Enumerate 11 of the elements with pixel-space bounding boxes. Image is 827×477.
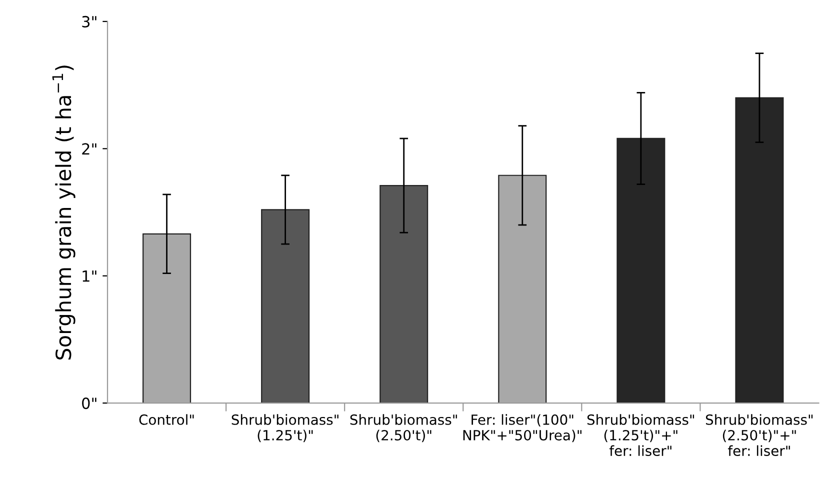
x-tick-label: Shrub'biomass" (1.25't)"+" fer: liser" (587, 414, 694, 456)
x-tick-label: Shrub'biomass" (2.50't)"+" fer: liser" (706, 414, 813, 456)
y-tick-label: 0" (82, 398, 96, 410)
y-axis-title: Sorghum grain yield (t ha$^{−1}$) (52, 66, 76, 360)
x-tick-label: Shrub'biomass" (2.50't)" (350, 414, 457, 442)
y-tick-label: 3" (82, 16, 96, 28)
x-tick-label: Control" (139, 414, 194, 425)
x-tick-label: Fer: liser"(100" NPK"+"50"Urea)" (463, 414, 582, 442)
x-tick-label: Shrub'biomass" (1.25't)" (232, 414, 338, 442)
y-tick-label: 1" (82, 270, 96, 282)
y-tick-label: 2" (82, 143, 96, 154)
